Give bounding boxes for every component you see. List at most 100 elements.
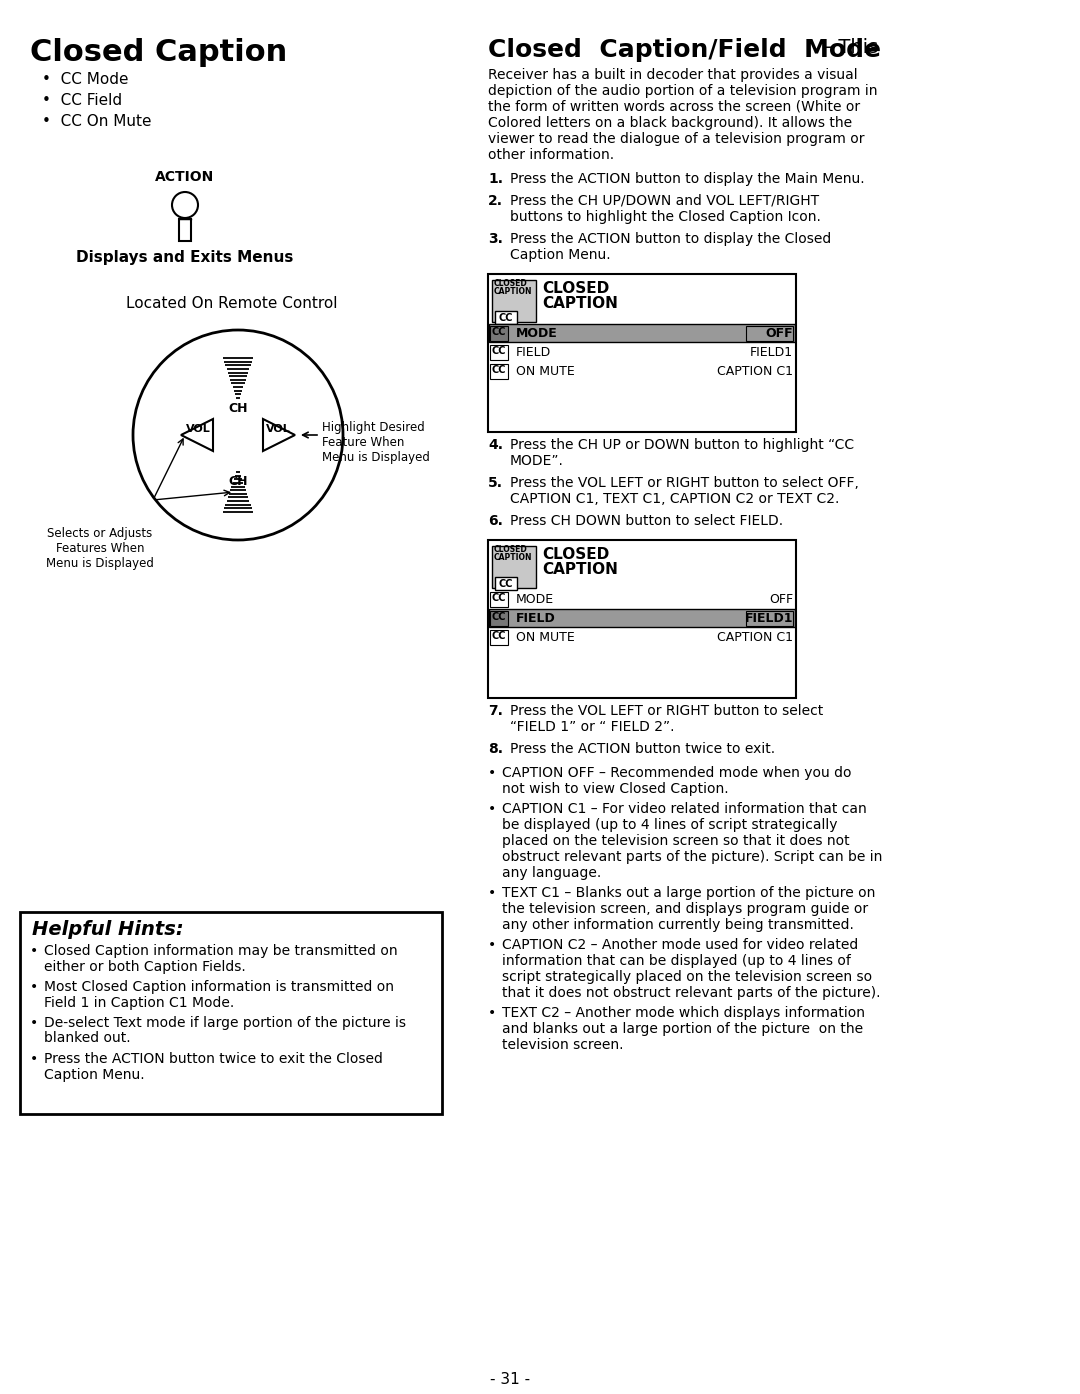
Text: Colored letters on a black background). It allows the: Colored letters on a black background). … (488, 116, 852, 130)
Text: CAPTION C1: CAPTION C1 (717, 365, 793, 378)
Text: CH: CH (228, 401, 247, 415)
Text: FIELD1: FIELD1 (750, 346, 793, 360)
Text: television screen.: television screen. (502, 1039, 623, 1052)
Text: VOL: VOL (266, 424, 291, 434)
FancyBboxPatch shape (492, 546, 536, 588)
Text: VOL: VOL (186, 424, 211, 434)
Text: Press CH DOWN button to select FIELD.: Press CH DOWN button to select FIELD. (510, 514, 783, 528)
Text: CAPTION: CAPTION (494, 287, 532, 296)
Text: •: • (30, 1016, 38, 1030)
Text: •  CC Mode: • CC Mode (42, 72, 129, 86)
FancyBboxPatch shape (488, 275, 796, 432)
Text: CLOSED: CLOSED (494, 279, 528, 289)
Text: CLOSED: CLOSED (542, 546, 609, 562)
Text: any other information currently being transmitted.: any other information currently being tr… (502, 919, 854, 933)
Text: depiction of the audio portion of a television program in: depiction of the audio portion of a tele… (488, 84, 877, 98)
FancyBboxPatch shape (492, 280, 536, 322)
Text: Located On Remote Control: Located On Remote Control (126, 296, 338, 311)
Text: CC: CC (491, 631, 507, 641)
Text: 8.: 8. (488, 742, 503, 756)
Text: information that can be displayed (up to 4 lines of: information that can be displayed (up to… (502, 953, 851, 967)
Text: - 31 -: - 31 - (490, 1372, 530, 1387)
Text: viewer to read the dialogue of a television program or: viewer to read the dialogue of a televis… (488, 132, 864, 146)
Text: ACTION: ACTION (156, 170, 215, 184)
FancyBboxPatch shape (490, 630, 508, 645)
Text: Press the ACTION button to display the Main Menu.: Press the ACTION button to display the M… (510, 171, 865, 185)
Text: Press the CH UP or DOWN button to highlight “CC: Press the CH UP or DOWN button to highli… (510, 438, 854, 452)
Text: Caption Menu.: Caption Menu. (510, 248, 610, 262)
Text: “FIELD 1” or “ FIELD 2”.: “FIELD 1” or “ FIELD 2”. (510, 719, 675, 735)
Text: OFF: OFF (766, 328, 793, 340)
Text: 6.: 6. (488, 514, 503, 528)
Text: CAPTION OFF – Recommended mode when you do: CAPTION OFF – Recommended mode when you … (502, 765, 851, 781)
Text: CC: CC (491, 612, 507, 622)
FancyBboxPatch shape (495, 577, 517, 590)
Text: either or both Caption Fields.: either or both Caption Fields. (44, 959, 246, 973)
Text: – This: – This (816, 38, 878, 57)
Text: FIELD: FIELD (516, 346, 551, 360)
FancyBboxPatch shape (490, 364, 508, 379)
Text: •: • (488, 1006, 496, 1020)
Text: Caption Menu.: Caption Menu. (44, 1068, 145, 1082)
Text: ON MUTE: ON MUTE (516, 365, 575, 378)
FancyBboxPatch shape (746, 326, 793, 342)
Text: Receiver has a built in decoder that provides a visual: Receiver has a built in decoder that pro… (488, 68, 858, 82)
Text: obstruct relevant parts of the picture). Script can be in: obstruct relevant parts of the picture).… (502, 850, 882, 864)
Text: MODE: MODE (516, 592, 554, 606)
Text: •: • (30, 980, 38, 994)
Text: Closed  Caption/Field  Mode: Closed Caption/Field Mode (488, 38, 881, 61)
Text: Helpful Hints:: Helpful Hints: (32, 920, 184, 940)
Text: not wish to view Closed Caption.: not wish to view Closed Caption. (502, 782, 729, 796)
Text: 3.: 3. (488, 231, 503, 245)
Text: MODE: MODE (516, 328, 557, 340)
Text: •: • (488, 887, 496, 901)
Text: TEXT C1 – Blanks out a large portion of the picture on: TEXT C1 – Blanks out a large portion of … (502, 887, 876, 901)
Text: TEXT C2 – Another mode which displays information: TEXT C2 – Another mode which displays in… (502, 1006, 865, 1020)
Text: CLOSED: CLOSED (494, 545, 528, 553)
Text: •  CC Field: • CC Field (42, 93, 122, 107)
FancyBboxPatch shape (490, 611, 508, 626)
Text: script strategically placed on the television screen so: script strategically placed on the telev… (502, 970, 873, 984)
Text: OFF: OFF (769, 592, 793, 606)
Text: buttons to highlight the Closed Caption Icon.: buttons to highlight the Closed Caption … (510, 210, 821, 224)
Text: CAPTION: CAPTION (494, 553, 532, 562)
Text: placed on the television screen so that it does not: placed on the television screen so that … (502, 834, 850, 848)
Text: •: • (30, 1052, 38, 1066)
Text: CC: CC (491, 592, 507, 604)
Text: CAPTION C1, TEXT C1, CAPTION C2 or TEXT C2.: CAPTION C1, TEXT C1, CAPTION C2 or TEXT … (510, 492, 839, 506)
Text: Press the CH UP/DOWN and VOL LEFT/RIGHT: Press the CH UP/DOWN and VOL LEFT/RIGHT (510, 194, 819, 208)
Text: Closed Caption: Closed Caption (30, 38, 287, 67)
Text: CC: CC (499, 314, 513, 323)
Text: De-select Text mode if large portion of the picture is: De-select Text mode if large portion of … (44, 1016, 406, 1030)
Text: the television screen, and displays program guide or: the television screen, and displays prog… (502, 902, 868, 916)
FancyBboxPatch shape (495, 311, 517, 323)
FancyBboxPatch shape (21, 912, 442, 1114)
Text: Press the ACTION button twice to exit the Closed: Press the ACTION button twice to exit th… (44, 1052, 383, 1066)
FancyBboxPatch shape (490, 344, 508, 360)
Text: blanked out.: blanked out. (44, 1032, 131, 1046)
Text: MODE”.: MODE”. (510, 454, 564, 468)
Text: Press the ACTION button to display the Closed: Press the ACTION button to display the C… (510, 231, 832, 245)
Text: CAPTION: CAPTION (542, 562, 618, 577)
Text: CC: CC (491, 328, 507, 337)
Text: be displayed (up to 4 lines of script strategically: be displayed (up to 4 lines of script st… (502, 818, 837, 832)
Text: FIELD1: FIELD1 (744, 612, 793, 625)
Text: 4.: 4. (488, 438, 503, 452)
Text: CC: CC (491, 365, 507, 375)
FancyBboxPatch shape (490, 592, 508, 606)
FancyBboxPatch shape (490, 326, 508, 342)
Text: •: • (488, 938, 496, 952)
Text: Press the VOL LEFT or RIGHT button to select: Press the VOL LEFT or RIGHT button to se… (510, 704, 823, 718)
Text: ON MUTE: ON MUTE (516, 631, 575, 644)
Text: Field 1 in Caption C1 Mode.: Field 1 in Caption C1 Mode. (44, 995, 234, 1009)
Text: CAPTION C2 – Another mode used for video related: CAPTION C2 – Another mode used for video… (502, 938, 859, 952)
Text: Most Closed Caption information is transmitted on: Most Closed Caption information is trans… (44, 980, 394, 994)
Text: Selects or Adjusts
Features When
Menu is Displayed: Selects or Adjusts Features When Menu is… (46, 527, 154, 570)
Text: CLOSED: CLOSED (542, 282, 609, 296)
Text: Highlight Desired
Feature When
Menu is Displayed: Highlight Desired Feature When Menu is D… (322, 421, 430, 464)
FancyBboxPatch shape (746, 611, 793, 626)
Text: 1.: 1. (488, 171, 503, 185)
Text: •: • (488, 765, 496, 781)
Text: CC: CC (491, 346, 507, 355)
FancyBboxPatch shape (488, 539, 796, 698)
